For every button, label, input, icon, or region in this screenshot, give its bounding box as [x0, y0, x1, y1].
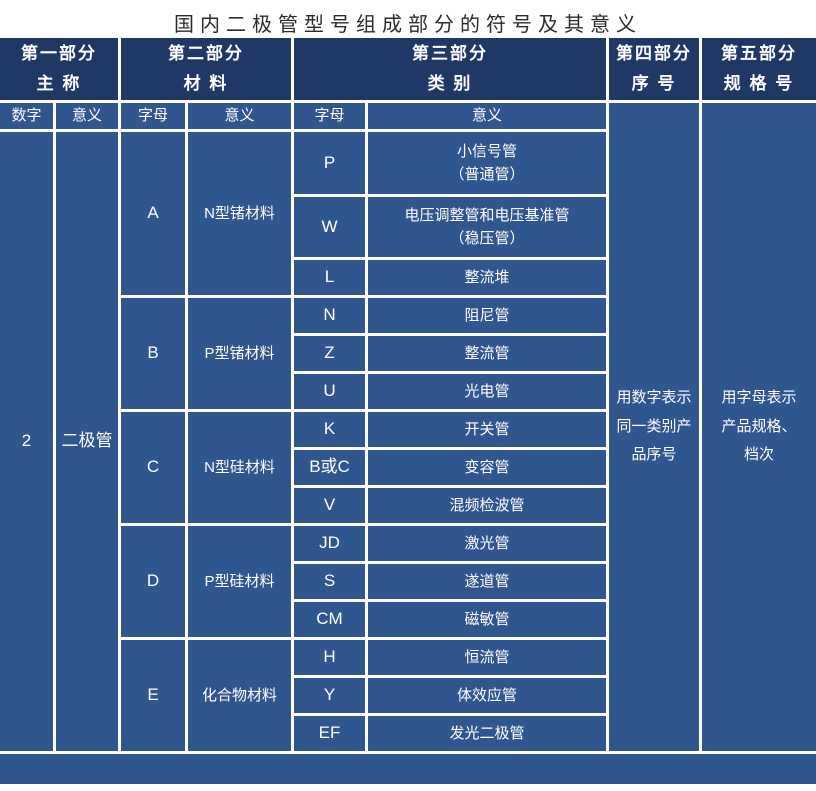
cell-category-letter: JD: [294, 526, 365, 561]
cell-category-letter: B或C: [294, 450, 365, 485]
cell-category-letter: V: [294, 488, 365, 523]
cell-category-letter: H: [294, 640, 365, 675]
subheader-meaning-3: 意义: [368, 103, 606, 129]
cell-material-letter: E: [121, 640, 185, 751]
cell-part5-note: 用字母表示 产品规格、 档次: [702, 103, 816, 751]
cell-category-meaning: 混频检波管: [368, 488, 606, 523]
cell-part4-note: 用数字表示 同一类别产 品序号: [609, 103, 699, 751]
cell-category-letter: W: [294, 197, 365, 257]
cell-category-letter: CM: [294, 602, 365, 637]
cell-category-meaning: 阻尼管: [368, 298, 606, 333]
cell-part1-digit: 2: [0, 132, 53, 751]
cell-material-meaning: N型锗材料: [188, 132, 291, 295]
cell-category-letter: K: [294, 412, 365, 447]
cell-category-meaning: 恒流管: [368, 640, 606, 675]
cell-category-meaning: 整流管: [368, 336, 606, 371]
cell-part1-meaning: 二极管: [56, 132, 118, 751]
cell-category-meaning: 开关管: [368, 412, 606, 447]
header-part5: 第五部分 规 格 号: [702, 38, 816, 100]
cell-category-letter: L: [294, 260, 365, 295]
cell-category-meaning: 发光二极管: [368, 716, 606, 751]
cell-category-letter: S: [294, 564, 365, 599]
cell-material-meaning: P型硅材料: [188, 526, 291, 637]
cell-material-letter: B: [121, 298, 185, 409]
cell-material-letter: D: [121, 526, 185, 637]
cell-category-meaning: 变容管: [368, 450, 606, 485]
page-title: 国内二极管型号组成部分的符号及其意义: [174, 14, 642, 36]
cell-material-letter: A: [121, 132, 185, 295]
cell-category-meaning: 电压调整管和电压基准管 （稳压管）: [368, 197, 606, 257]
cell-category-meaning: 激光管: [368, 526, 606, 561]
cell-category-letter: P: [294, 132, 365, 194]
cell-category-meaning: 体效应管: [368, 678, 606, 713]
cell-category-letter: U: [294, 374, 365, 409]
subheader-letter-2: 字母: [294, 103, 365, 129]
cell-category-meaning: 遂道管: [368, 564, 606, 599]
cell-category-letter: EF: [294, 716, 365, 751]
cell-category-letter: N: [294, 298, 365, 333]
subheader-digit: 数字: [0, 103, 53, 129]
cell-category-meaning: 磁敏管: [368, 602, 606, 637]
cell-material-meaning: N型硅材料: [188, 412, 291, 523]
header-part4: 第四部分 序 号: [609, 38, 699, 100]
cell-category-meaning: 小信号管 （普通管）: [368, 132, 606, 194]
header-part3: 第三部分 类 别: [294, 38, 606, 100]
footer-bar: [0, 754, 816, 784]
subheader-letter-1: 字母: [121, 103, 185, 129]
subheader-meaning-2: 意义: [188, 103, 291, 129]
header-part1: 第一部分 主 称: [0, 38, 118, 100]
cell-material-meaning: 化合物材料: [188, 640, 291, 751]
diode-symbol-table: 第一部分 主 称 第二部分 材 料 第三部分 类 别 第四部分 序 号 第五部分…: [0, 38, 816, 751]
cell-category-letter: Z: [294, 336, 365, 371]
subheader-meaning-1: 意义: [56, 103, 118, 129]
cell-category-meaning: 整流堆: [368, 260, 606, 295]
cell-material-letter: C: [121, 412, 185, 523]
header-part2: 第二部分 材 料: [121, 38, 291, 100]
cell-category-letter: Y: [294, 678, 365, 713]
cell-material-meaning: P型锗材料: [188, 298, 291, 409]
cell-category-meaning: 光电管: [368, 374, 606, 409]
